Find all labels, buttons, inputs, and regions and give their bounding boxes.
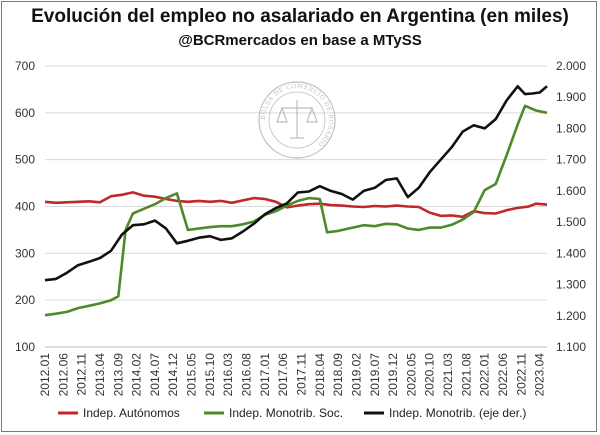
- scales-of-justice-icon: [276, 100, 318, 139]
- y-left-tick-label: 500: [15, 153, 35, 167]
- y-right-tick-label: 1.900: [556, 90, 586, 104]
- x-tick-label: 2018.04: [313, 353, 327, 397]
- y-left-tick-label: 200: [15, 293, 35, 307]
- x-tick-label: 2019.02: [349, 353, 363, 397]
- x-tick-label: 2015.10: [203, 353, 217, 397]
- x-tick-label: 2018.09: [331, 353, 345, 397]
- x-tick-label: 2016.03: [221, 353, 235, 397]
- y-left-tick-label: 300: [15, 246, 35, 260]
- legend-label: Indep. Monotrib. (eje der.): [389, 406, 526, 420]
- x-tick-label: 2021.08: [459, 353, 473, 397]
- y-right-tick-label: 2.000: [556, 59, 586, 73]
- legend-label: Indep. Autónomos: [83, 406, 180, 420]
- watermark-seal: BOLSA DE COMERCIO DE ROSARIO: [258, 81, 336, 159]
- x-tick-label: 2013.09: [111, 353, 125, 397]
- y-left-tick-label: 600: [15, 106, 35, 120]
- x-tick-label: 2014.02: [130, 353, 144, 397]
- x-tick-label: 2023.04: [533, 353, 547, 397]
- legend-label: Indep. Monotrib. Soc.: [229, 406, 343, 420]
- legend: Indep. Autónomos Indep. Monotrib. Soc. Ind…: [58, 406, 526, 420]
- y-right-tick-label: 1.600: [556, 184, 586, 198]
- y-axis-right: 1.100 1.200 1.300 1.400 1.500 1.600 1.700 1.800…: [556, 59, 586, 354]
- x-tick-label: 2014.07: [148, 353, 162, 397]
- x-tick-label: 2017.11: [294, 353, 308, 396]
- y-right-tick-label: 1.400: [556, 246, 586, 260]
- x-tick-label: 2012.11: [75, 353, 89, 396]
- series-line-1: [44, 191, 548, 219]
- chart-title: Evolución del empleo no asalariado en Ar…: [31, 6, 569, 27]
- x-tick-label: 2021.03: [441, 353, 455, 397]
- series-lines: [44, 85, 548, 317]
- x-tick-label: 2015.05: [185, 353, 199, 397]
- y-right-tick-label: 1.500: [556, 215, 586, 229]
- y-right-tick-label: 1.300: [556, 278, 586, 292]
- x-tick-label: 2020.10: [423, 353, 437, 397]
- chart-subtitle: @BCRmercados en base a MTySS: [178, 32, 422, 49]
- x-tick-label: 2016.08: [240, 353, 254, 397]
- x-tick-label: 2014.12: [166, 353, 180, 397]
- y-left-tick-label: 400: [15, 200, 35, 214]
- x-tick-label: 2019.12: [386, 353, 400, 397]
- x-tick-label: 2017.01: [258, 353, 272, 397]
- x-tick-label: 2017.06: [276, 353, 290, 397]
- series-line-2: [44, 104, 548, 317]
- x-tick-label: 2019.07: [368, 353, 382, 397]
- x-tick-label: 2022.01: [478, 353, 492, 397]
- x-tick-label: 2013.04: [93, 353, 107, 397]
- x-tick-label: 2012.06: [56, 353, 70, 397]
- series-line-3: [44, 85, 548, 282]
- y-right-tick-label: 1.700: [556, 153, 586, 167]
- x-tick-label: 2012.01: [38, 353, 52, 397]
- y-right-tick-label: 1.200: [556, 309, 586, 323]
- y-right-tick-label: 1.100: [556, 340, 586, 354]
- y-left-tick-label: 100: [15, 340, 35, 354]
- x-axis: 2012.01 2012.06 2012.11 2013.04 2013.09 2014.…: [38, 346, 547, 397]
- x-tick-label: 2022.06: [496, 353, 510, 397]
- x-tick-label: 2020.05: [404, 353, 418, 397]
- y-left-tick-label: 700: [15, 59, 35, 73]
- y-axis-left: 100 200 300 400 500 600 700: [15, 59, 35, 354]
- x-tick-label: 2022.11: [514, 353, 528, 396]
- y-right-tick-label: 1.800: [556, 121, 586, 135]
